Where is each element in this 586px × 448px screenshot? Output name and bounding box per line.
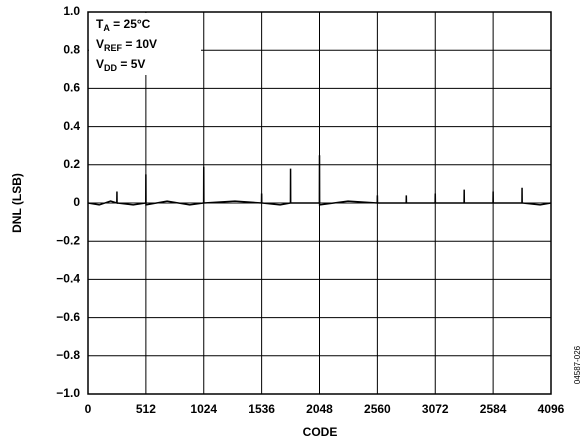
x-tick-label: 1536 — [248, 402, 275, 416]
x-tick-label: 4096 — [538, 402, 565, 416]
y-tick-label: −0.2 — [56, 233, 80, 247]
figure-note: 04587-026 — [573, 345, 582, 384]
y-tick-label: −1.0 — [56, 386, 80, 400]
annotation-main: V — [96, 37, 104, 51]
annotation: VREF = 10V — [96, 37, 157, 53]
data-line — [87, 155, 552, 206]
annotation-main: V — [96, 57, 104, 71]
y-tick-label: 0.8 — [63, 42, 80, 56]
annotation-box — [89, 13, 201, 75]
x-tick-label: 2560 — [364, 402, 391, 416]
annotation-sub: REF — [104, 43, 123, 53]
annotation-sub: A — [103, 23, 110, 33]
annotation-sub: DD — [104, 63, 117, 73]
y-tick-label: 0.6 — [63, 81, 80, 95]
annotation: VDD = 5V — [96, 57, 145, 73]
annotation-rest: = 10V — [122, 37, 157, 51]
x-axis-label: CODE — [303, 425, 338, 439]
x-tick-label: 3072 — [422, 402, 449, 416]
y-tick-label: −0.6 — [56, 310, 80, 324]
annotation-rest: = 5V — [117, 57, 145, 71]
y-tick-label: 0.2 — [63, 157, 80, 171]
y-tick-label: 1.0 — [63, 4, 80, 18]
y-tick-label: 0 — [73, 195, 80, 209]
y-axis-label: DNL (LSB) — [10, 173, 24, 233]
annotation-rest: = 25°C — [110, 17, 151, 31]
x-tick-label: 2048 — [306, 402, 333, 416]
y-tick-label: −0.4 — [56, 272, 80, 286]
x-tick-label: 2584 — [480, 402, 507, 416]
x-tick-label: 1024 — [190, 402, 217, 416]
x-tick-label: 0 — [85, 402, 92, 416]
annotation: TA = 25°C — [96, 17, 151, 33]
y-tick-label: 0.4 — [63, 119, 80, 133]
x-tick-label: 512 — [136, 402, 156, 416]
y-tick-label: −0.8 — [56, 348, 80, 362]
annotation-main: T — [96, 17, 104, 31]
